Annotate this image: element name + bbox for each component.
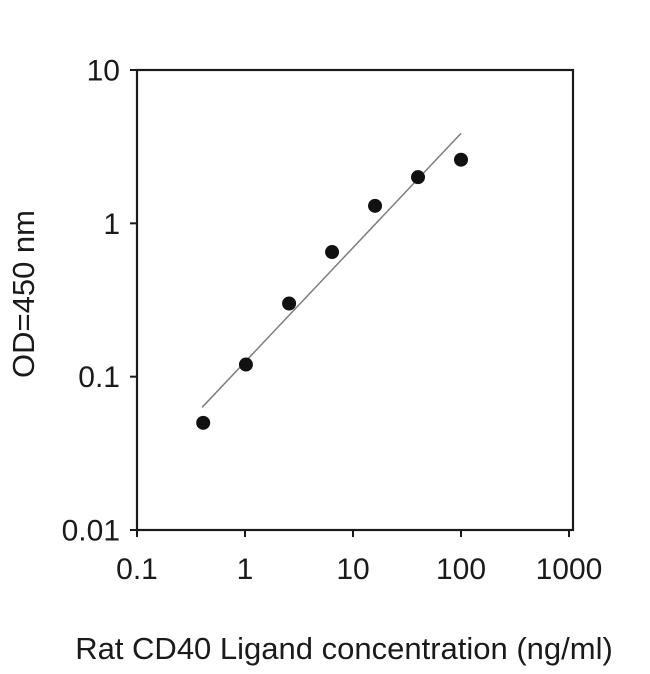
y-tick-label: 10 <box>87 55 120 88</box>
data-point <box>368 198 383 213</box>
data-point <box>454 152 468 167</box>
x-tick-label: 1000 <box>536 553 603 586</box>
data-point <box>411 170 426 185</box>
x-axis-title: Rat CD40 Ligand concentration (ng/ml) <box>75 631 613 666</box>
data-point <box>238 357 253 372</box>
y-tick-label: 0.1 <box>78 361 120 394</box>
data-point <box>196 415 211 430</box>
plot-frame <box>135 68 575 532</box>
y-tick-label: 0.01 <box>62 514 120 547</box>
data-point <box>282 296 297 311</box>
x-tick-label: 100 <box>436 553 486 586</box>
x-tick-label: 1 <box>237 553 254 586</box>
x-tick-label: 0.1 <box>116 553 158 586</box>
data-point <box>325 245 340 260</box>
x-tick-label: 10 <box>336 553 369 586</box>
y-tick-label: 1 <box>103 208 120 241</box>
